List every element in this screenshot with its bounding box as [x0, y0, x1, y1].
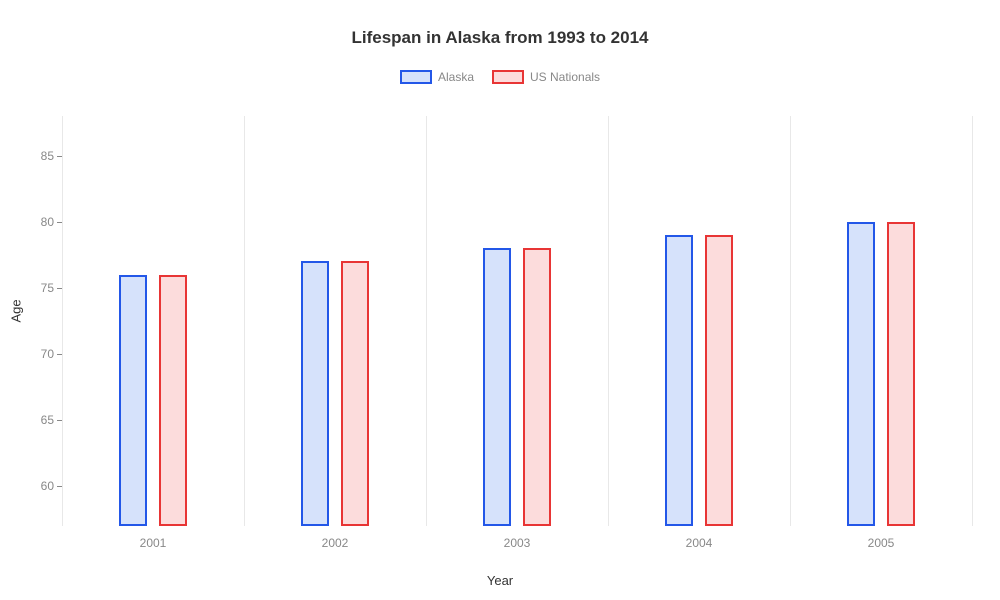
chart-title: Lifespan in Alaska from 1993 to 2014	[0, 0, 1000, 48]
bar	[301, 261, 329, 526]
bar	[665, 235, 693, 526]
bar	[119, 275, 147, 526]
gridline-vertical	[790, 116, 791, 526]
gridline-vertical	[972, 116, 973, 526]
y-tick-mark	[57, 420, 62, 421]
bar	[483, 248, 511, 526]
bar	[705, 235, 733, 526]
legend-swatch-us-nationals	[492, 70, 524, 84]
y-tick-mark	[57, 288, 62, 289]
y-tick-label: 80	[41, 215, 54, 229]
gridline-vertical	[608, 116, 609, 526]
gridline-vertical	[244, 116, 245, 526]
y-tick-label: 85	[41, 149, 54, 163]
legend-label-alaska: Alaska	[438, 70, 474, 84]
y-tick-mark	[57, 486, 62, 487]
y-tick-mark	[57, 354, 62, 355]
y-tick-label: 70	[41, 347, 54, 361]
bar	[523, 248, 551, 526]
bar	[341, 261, 369, 526]
y-tick-label: 60	[41, 479, 54, 493]
gridline-vertical	[62, 116, 63, 526]
y-tick-label: 75	[41, 281, 54, 295]
x-tick-label: 2001	[140, 536, 167, 550]
legend-label-us-nationals: US Nationals	[530, 70, 600, 84]
x-tick-label: 2005	[868, 536, 895, 550]
gridline-vertical	[426, 116, 427, 526]
y-tick-mark	[57, 156, 62, 157]
x-tick-label: 2003	[504, 536, 531, 550]
bar	[847, 222, 875, 526]
y-tick-label: 65	[41, 413, 54, 427]
bar	[159, 275, 187, 526]
legend-item-alaska: Alaska	[400, 70, 474, 84]
y-tick-mark	[57, 222, 62, 223]
legend: Alaska US Nationals	[0, 70, 1000, 84]
legend-swatch-alaska	[400, 70, 432, 84]
y-axis-title: Age	[9, 299, 24, 322]
x-tick-label: 2002	[322, 536, 349, 550]
legend-item-us-nationals: US Nationals	[492, 70, 600, 84]
x-tick-label: 2004	[686, 536, 713, 550]
plot-area: 20012002200320042005606570758085	[62, 116, 972, 526]
bar	[887, 222, 915, 526]
x-axis-title: Year	[487, 573, 513, 588]
